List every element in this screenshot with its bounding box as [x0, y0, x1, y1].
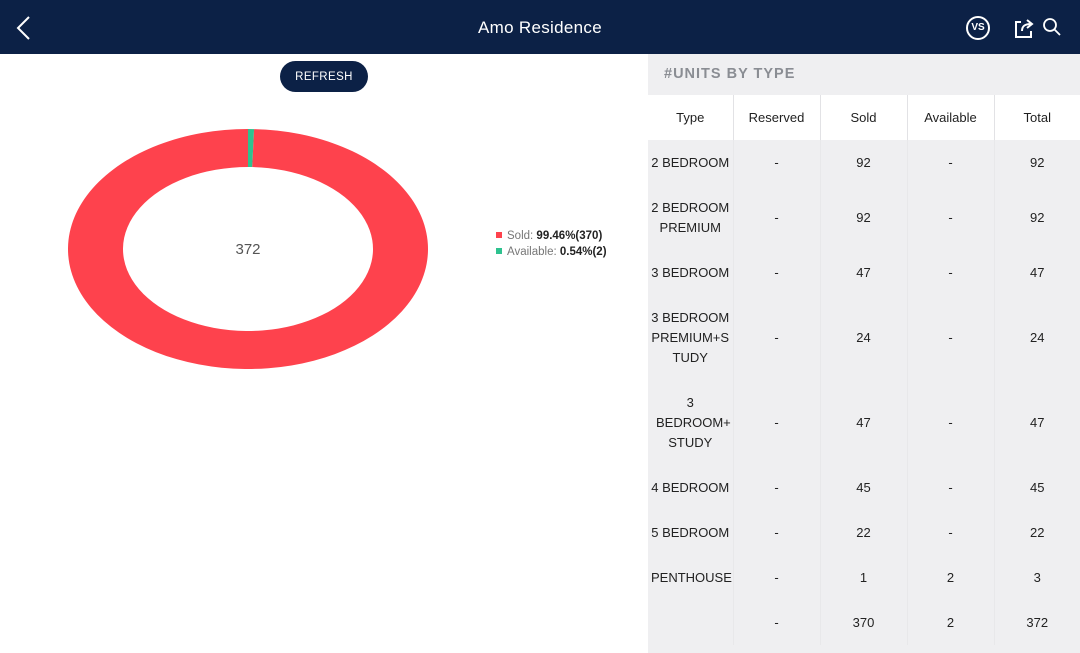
column-header-sold[interactable]: Sold [820, 95, 908, 140]
donut-center-label: 372 [235, 241, 260, 258]
legend-value: 99.46%(370) [536, 230, 603, 242]
cell-total: 24 [1030, 329, 1045, 345]
legend-swatch-sold [496, 232, 502, 238]
cell-reserved: - [733, 185, 821, 250]
cell-type: 3 BEDROOM PREMIUM+STUDY [648, 295, 734, 380]
column-header-available[interactable]: Available [907, 95, 995, 140]
cell-total: 47 [1030, 414, 1045, 430]
refresh-button[interactable]: REFRESH [280, 61, 368, 92]
table-row[interactable]: 3 BEDROOM - 47 - 47 [648, 250, 1080, 295]
vs-compare-icon[interactable]: VS [966, 16, 990, 40]
cell-available: - [907, 185, 995, 250]
cell-type: 5 BEDROOM [648, 510, 734, 555]
legend-label: Available: [507, 245, 557, 258]
legend-item-available[interactable]: Available: 0.54%(2) [496, 245, 607, 261]
cell-available: - [907, 465, 995, 510]
cell-type: PENTHOUSE [648, 555, 734, 600]
chart-legend: Sold: 99.46%(370) Available: 0.54%(2) [496, 229, 607, 260]
cell-reserved: - [733, 380, 821, 465]
cell-available-total: 2 [907, 600, 995, 645]
cell-type [648, 600, 734, 645]
table-total-row: - 370 2 372 [648, 600, 1080, 645]
search-icon[interactable] [1042, 17, 1062, 37]
table-row[interactable]: 3 BEDROOM+ STUDY - 47 - 47 [648, 380, 1080, 465]
table-row[interactable]: 2 BEDROOM - 92 - 92 [648, 140, 1080, 185]
cell-sold: 47 [820, 380, 908, 465]
share-icon[interactable] [1013, 17, 1035, 39]
cell-reserved: - [733, 295, 821, 380]
cell-sold-total: 370 [820, 600, 908, 645]
cell-available: - [907, 380, 995, 465]
cell-available: - [907, 295, 995, 380]
units-table: Type Reserved Sold Available Total 2 BED… [648, 95, 1080, 645]
cell-reserved: - [733, 555, 821, 600]
cell-total: 92 [1030, 209, 1045, 225]
cell-total: 47 [1030, 264, 1045, 280]
cell-sold: 45 [820, 465, 908, 510]
cell-sold: 1 [820, 555, 908, 600]
table-row[interactable]: 2 BEDROOM PREMIUM - 92 - 92 [648, 185, 1080, 250]
donut-chart: 372 [67, 129, 429, 369]
cell-reserved: - [733, 510, 821, 555]
table-row[interactable]: 5 BEDROOM - 22 - 22 [648, 510, 1080, 555]
legend-value: 0.54%(2) [559, 245, 607, 258]
legend-label: Sold: [507, 230, 534, 242]
donut-slice-sold[interactable] [67, 129, 429, 369]
column-header-total[interactable]: Total [994, 95, 1080, 140]
page-title: Amo Residence [478, 18, 602, 37]
cell-total: 22 [1030, 524, 1045, 540]
table-row[interactable]: PENTHOUSE - 1 2 3 [648, 555, 1080, 600]
legend-item-sold[interactable]: Sold: 99.46%(370) [496, 229, 607, 245]
cell-reserved-total: - [733, 600, 821, 645]
column-header-type[interactable]: Type [648, 95, 734, 140]
cell-type: 3 BEDROOM [648, 250, 734, 295]
table-header-row: Type Reserved Sold Available Total [648, 95, 1080, 140]
cell-total-total: 372 [1026, 614, 1049, 630]
column-header-reserved[interactable]: Reserved [733, 95, 821, 140]
cell-sold: 22 [820, 510, 908, 555]
table-row[interactable]: 4 BEDROOM - 45 - 45 [648, 465, 1080, 510]
cell-available: - [907, 250, 995, 295]
cell-type: 3 BEDROOM+ STUDY [648, 380, 734, 465]
chevron-left-icon[interactable] [14, 14, 34, 42]
cell-sold: 92 [820, 140, 908, 185]
cell-reserved: - [733, 250, 821, 295]
cell-sold: 47 [820, 250, 908, 295]
cell-sold: 92 [820, 185, 908, 250]
units-by-type-panel: #UNITS BY TYPE Type Reserved Sold Availa… [648, 54, 1080, 653]
cell-reserved: - [733, 140, 821, 185]
cell-available: - [907, 140, 995, 185]
panel-title: #UNITS BY TYPE [664, 66, 796, 82]
cell-sold: 24 [820, 295, 908, 380]
cell-reserved: - [733, 465, 821, 510]
cell-available: - [907, 510, 995, 555]
top-bar: Amo Residence VS [0, 0, 1080, 54]
cell-type: 2 BEDROOM [648, 140, 734, 185]
cell-total: 3 [1033, 569, 1041, 585]
donut-slice-available[interactable] [248, 129, 255, 168]
table-row[interactable]: 3 BEDROOM PREMIUM+STUDY - 24 - 24 [648, 295, 1080, 380]
cell-type: 4 BEDROOM [648, 465, 734, 510]
cell-total: 45 [1030, 479, 1045, 495]
legend-swatch-available [496, 247, 502, 254]
cell-type: 2 BEDROOM PREMIUM [648, 185, 734, 250]
cell-available: 2 [907, 555, 995, 600]
cell-total: 92 [1030, 154, 1045, 170]
